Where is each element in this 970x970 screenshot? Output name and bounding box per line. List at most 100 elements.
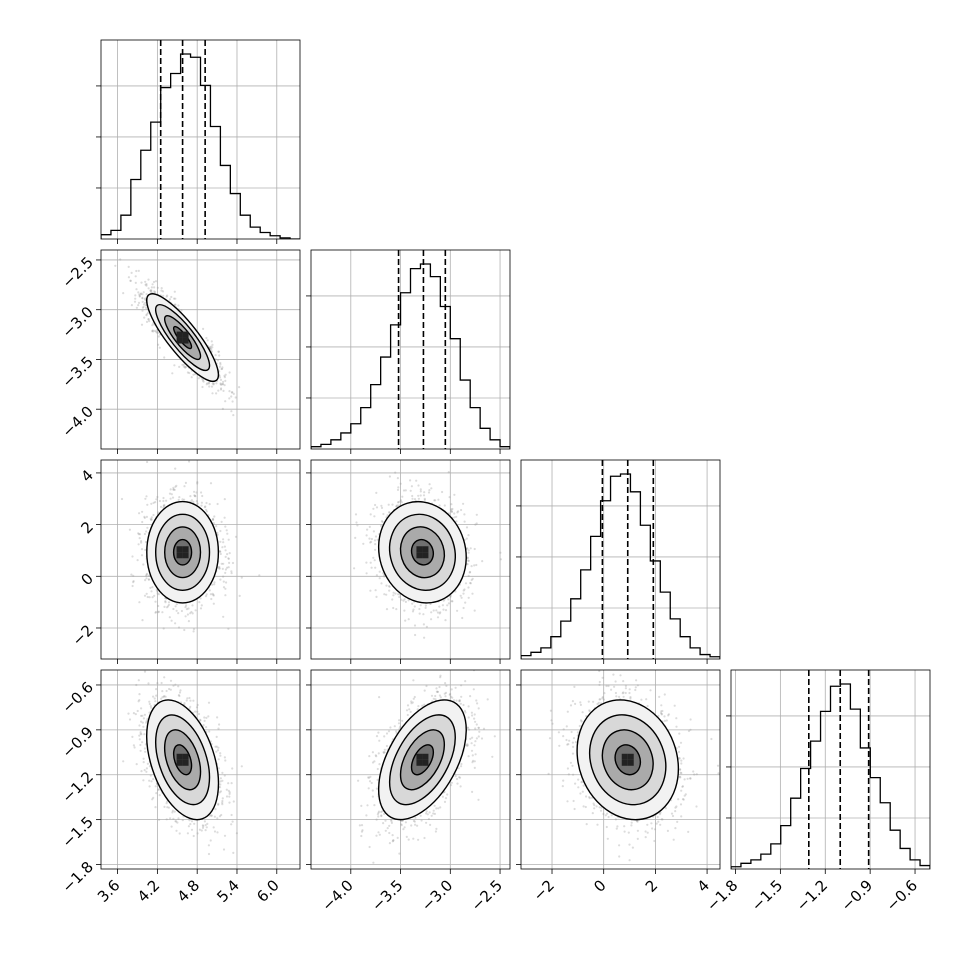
sample-point — [223, 498, 226, 501]
panel-frame — [100, 459, 301, 660]
sample-point — [173, 810, 176, 813]
sample-point — [660, 713, 663, 716]
sample-point — [150, 286, 153, 289]
sample-point — [476, 702, 479, 705]
sample-point — [189, 612, 192, 615]
sample-point — [222, 541, 225, 544]
sample-point — [425, 810, 428, 813]
sample-point — [473, 766, 476, 770]
sample-point — [465, 744, 468, 747]
sample-point — [145, 721, 148, 724]
sample-point — [413, 498, 417, 501]
sample-point — [628, 859, 631, 862]
sample-point — [677, 798, 680, 801]
sample-point — [433, 499, 436, 502]
sample-point — [145, 767, 148, 770]
sample-point — [460, 508, 463, 512]
sample-point — [222, 848, 226, 851]
sample-point — [470, 749, 474, 752]
sample-point — [491, 755, 494, 758]
sample-point — [138, 293, 141, 296]
sample-point — [147, 578, 150, 581]
sample-point — [612, 673, 615, 676]
histogram-step — [311, 263, 510, 449]
sample-point — [582, 784, 585, 787]
sample-point — [458, 699, 461, 703]
sample-point — [166, 294, 169, 297]
sample-point — [221, 779, 224, 782]
sample-point — [444, 695, 447, 698]
sample-point — [372, 861, 375, 864]
sample-point — [217, 758, 220, 761]
sample-point — [221, 383, 224, 386]
sample-point — [121, 661, 123, 663]
sample-point — [132, 744, 135, 747]
sample-point — [413, 605, 416, 608]
sample-point — [368, 776, 371, 779]
sample-point — [152, 778, 155, 781]
sample-point — [178, 694, 181, 698]
sample-point — [378, 763, 381, 766]
sample-point — [156, 286, 159, 289]
sample-point — [138, 537, 141, 540]
sample-point — [397, 501, 400, 504]
sample-point — [219, 790, 223, 793]
sample-point — [205, 383, 208, 386]
sample-point — [188, 696, 191, 700]
sample-point — [459, 785, 462, 788]
sample-point — [667, 714, 670, 717]
sample-point — [174, 605, 177, 608]
sample-point — [473, 744, 476, 747]
sample-point — [129, 279, 132, 282]
sample-point — [630, 821, 633, 824]
sample-point — [565, 725, 568, 728]
sample-point — [566, 743, 569, 746]
sample-point — [383, 735, 386, 738]
sample-point — [131, 735, 134, 739]
sample-point — [424, 604, 427, 607]
sample-point — [140, 292, 143, 295]
sample-point — [404, 619, 407, 622]
sample-point — [166, 806, 169, 809]
sample-point — [470, 565, 473, 568]
density-peak-cell — [182, 552, 189, 559]
sample-point — [371, 795, 374, 798]
sample-point — [221, 803, 224, 806]
sample-point — [141, 520, 144, 524]
sample-point — [160, 289, 163, 292]
sample-point — [137, 543, 140, 546]
sample-point — [499, 558, 502, 561]
sample-point — [140, 323, 144, 326]
sample-point — [208, 730, 211, 733]
sample-point — [175, 820, 178, 823]
sample-point — [143, 532, 146, 536]
sample-point — [674, 827, 677, 830]
sample-point — [664, 807, 668, 810]
sample-point — [676, 820, 679, 824]
sample-point — [206, 339, 209, 342]
sample-point — [667, 713, 671, 716]
sample-point — [380, 506, 384, 509]
sample-point — [197, 712, 201, 716]
sample-point — [474, 753, 477, 756]
sample-point — [232, 800, 235, 803]
sample-point — [177, 304, 180, 307]
sample-point — [394, 592, 397, 595]
sample-point — [438, 605, 441, 608]
sample-point — [205, 726, 208, 729]
sample-point — [621, 692, 624, 695]
sample-point — [161, 696, 164, 699]
sample-point — [716, 764, 720, 767]
sample-point — [622, 695, 625, 698]
sample-point — [142, 563, 145, 566]
sample-point — [132, 712, 135, 715]
sample-point — [136, 559, 139, 562]
sample-point — [382, 751, 385, 754]
sample-point — [200, 604, 203, 607]
sample-point — [418, 607, 421, 611]
sample-point — [171, 496, 175, 499]
sample-point — [462, 606, 465, 610]
sample-point — [207, 381, 211, 384]
sample-point — [403, 826, 406, 829]
sample-point — [481, 560, 484, 563]
